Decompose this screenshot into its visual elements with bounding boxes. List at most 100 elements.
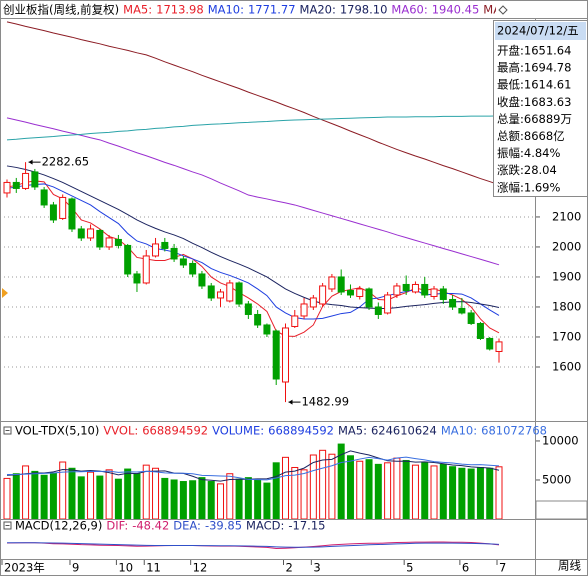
volume-bar — [300, 469, 308, 519]
volume-bar — [179, 481, 187, 519]
volume-bar — [467, 468, 475, 519]
annotation-arrowhead — [28, 159, 33, 165]
x-tick-label: 3 — [313, 561, 320, 575]
legend-value: 1798.10 — [340, 3, 388, 17]
legend-value: 668894592 — [268, 424, 334, 438]
info-date: 2024/07/12/五 — [497, 24, 579, 38]
candle-body — [3, 181, 11, 194]
candle-body — [476, 322, 484, 339]
extreme-label: 1482.99 — [301, 395, 349, 409]
info-label: 开盘: — [497, 44, 524, 58]
volume-bar — [217, 483, 225, 519]
volume-bar — [114, 478, 122, 519]
candle-body — [133, 273, 141, 284]
candle-body — [486, 337, 494, 350]
candle-body — [124, 244, 132, 275]
candle-body — [374, 306, 382, 315]
legend-name: MA5: — [123, 3, 152, 17]
info-value: 1694.78 — [524, 61, 572, 75]
y-tick-label: 1600 — [552, 359, 581, 373]
candle-body — [467, 312, 475, 324]
ma-line — [6, 117, 500, 266]
candle-body — [12, 181, 20, 189]
candle-body — [272, 330, 280, 380]
info-value: 1683.63 — [524, 95, 572, 109]
collapse-icon — [3, 521, 12, 530]
panel-title: MACD(12,26,9) — [15, 519, 102, 533]
price-panel: 2282.65 1482.99 — [3, 21, 503, 409]
volume-bar — [384, 462, 392, 519]
candle-body — [49, 204, 57, 221]
candle-body — [411, 283, 419, 293]
legend-name: MA60: — [391, 3, 427, 17]
candle-body — [439, 288, 447, 300]
candle-body — [235, 282, 243, 305]
volume-bar — [161, 477, 169, 519]
candle-body — [68, 198, 76, 230]
info-value: 8668亿 — [524, 129, 565, 143]
volume-bar — [96, 475, 104, 519]
volume-bar — [244, 477, 252, 519]
volume-bar — [59, 461, 67, 519]
candle-body — [114, 238, 122, 246]
volume-bar — [495, 466, 503, 519]
candle-body — [179, 258, 187, 266]
volume-panel — [3, 443, 503, 519]
info-label: 涨幅: — [497, 180, 524, 194]
info-value: 1651.64 — [524, 44, 572, 58]
candle-body — [207, 285, 215, 299]
info-value: 1614.61 — [524, 78, 572, 92]
volume-bar — [439, 463, 447, 519]
candle-body — [328, 276, 336, 290]
candle-body — [31, 171, 39, 188]
legend-value: 668894592 — [142, 424, 208, 438]
volume-bar — [3, 477, 11, 519]
y-tick-label: 1700 — [552, 329, 581, 343]
candle-body — [254, 313, 262, 326]
volume-bar — [77, 476, 85, 519]
volume-bar — [421, 462, 429, 519]
candle-body — [142, 255, 150, 284]
y-tick-label: 1900 — [552, 269, 581, 283]
volume-bar — [476, 466, 484, 519]
candle-body — [226, 282, 234, 302]
candle-body — [96, 229, 104, 248]
candle-body — [458, 307, 466, 314]
info-highlight — [495, 22, 586, 40]
legend-name: DEA: — [173, 519, 201, 533]
candle-body — [161, 241, 169, 249]
candle-body — [346, 289, 354, 296]
volume-bar — [281, 456, 289, 519]
x-tick-label: 2 — [285, 561, 292, 575]
candle-body — [449, 298, 457, 308]
volume-bar — [133, 473, 141, 519]
legend-name: VVOL: — [103, 424, 138, 438]
x-tick-label: 6 — [462, 561, 469, 575]
price-header: 创业板指(周线,前复权) MA5: 1713.98 MA10: 1771.77 MA20:… — [3, 3, 496, 17]
extreme-label: 2282.65 — [42, 155, 90, 169]
period-label: 周线 — [558, 559, 581, 573]
x-tick-label: 5 — [406, 561, 413, 575]
scroll-marker — [2, 288, 8, 298]
legend-name: DIF: — [106, 519, 128, 533]
volume-bar — [393, 457, 401, 519]
candle-body — [170, 247, 178, 260]
legend-name: MACD: — [246, 519, 284, 533]
panel-title: VOL-TDX(5,10) — [15, 424, 99, 438]
volume-bar — [31, 470, 39, 519]
info-label: 最低: — [497, 78, 524, 92]
collapse-icon — [3, 426, 12, 435]
volume-bar — [235, 478, 243, 519]
volume-bar — [49, 472, 57, 519]
volume-bar — [254, 479, 262, 519]
candle-body — [291, 315, 299, 327]
x-tick-label: 9 — [72, 561, 79, 575]
macd-line — [6, 542, 500, 548]
volume-bar — [105, 469, 113, 519]
info-value: 28.04 — [524, 163, 557, 177]
info-label: 涨跌: — [497, 163, 524, 177]
ma-line — [6, 165, 500, 309]
candle-body — [421, 283, 429, 296]
